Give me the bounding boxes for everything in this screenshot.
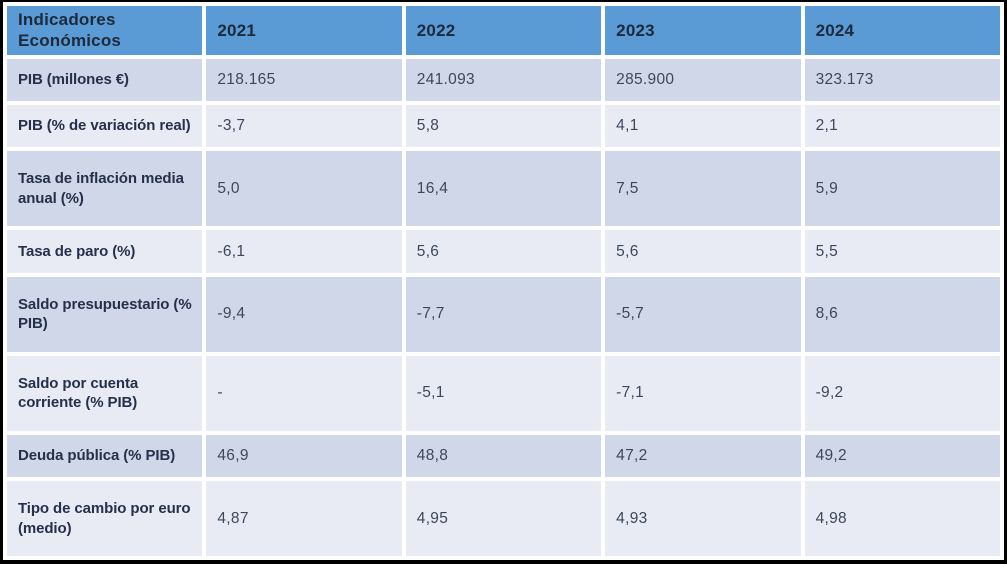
indicators-table: Indicadores Económicos 2021 2022 2023 20… xyxy=(3,2,1004,560)
table-cell: 8,6 xyxy=(804,276,1000,352)
table-cell: 47,2 xyxy=(605,434,801,478)
table-row-pib-variacion: PIB (% de variación real) -3,7 5,8 4,1 2… xyxy=(7,104,1000,148)
table-cell: 4,93 xyxy=(605,481,801,556)
table-cell: 46,9 xyxy=(206,434,402,478)
table-cell: 285.900 xyxy=(605,58,801,101)
row-label: Tasa de paro (%) xyxy=(7,230,203,273)
table-cell: 5,5 xyxy=(804,230,1000,273)
table-row-cuenta-corriente: Saldo por cuenta corriente (% PIB) - -5,… xyxy=(7,355,1000,431)
row-label: Saldo por cuenta corriente (% PIB) xyxy=(7,355,203,431)
table-cell: 5,9 xyxy=(804,151,1000,227)
table-cell: 241.093 xyxy=(405,58,602,101)
table-cell: 2,1 xyxy=(804,104,1000,148)
table-cell: -6,1 xyxy=(206,230,402,273)
table-row-pib-millones: PIB (millones €) 218.165 241.093 285.900… xyxy=(7,58,1000,101)
table-cell: -5,1 xyxy=(405,355,602,431)
table-cell: -5,7 xyxy=(605,276,801,352)
table-cell: 323.173 xyxy=(804,58,1000,101)
year-header-2024: 2024 xyxy=(804,6,1000,55)
row-label: PIB (millones €) xyxy=(7,58,203,101)
table-cell: 4,87 xyxy=(206,481,402,556)
table-row-saldo-presupuestario: Saldo presupuestario (% PIB) -9,4 -7,7 -… xyxy=(7,276,1000,352)
table-cell: 4,1 xyxy=(605,104,801,148)
table-row-deuda-publica: Deuda pública (% PIB) 46,9 48,8 47,2 49,… xyxy=(7,434,1000,478)
table-cell: - xyxy=(206,355,402,431)
table-cell: -7,1 xyxy=(605,355,801,431)
table-row-tipo-cambio: Tipo de cambio por euro (medio) 4,87 4,9… xyxy=(7,481,1000,556)
table-cell: -7,7 xyxy=(405,276,602,352)
year-header-2021: 2021 xyxy=(206,6,402,55)
table-cell: 5,8 xyxy=(405,104,602,148)
row-label: PIB (% de variación real) xyxy=(7,104,203,148)
table-cell: -9,2 xyxy=(804,355,1000,431)
table-cell: 49,2 xyxy=(804,434,1000,478)
table-cell: 4,98 xyxy=(804,481,1000,556)
year-header-2022: 2022 xyxy=(405,6,602,55)
row-label: Saldo presupuestario (% PIB) xyxy=(7,276,203,352)
row-label: Deuda pública (% PIB) xyxy=(7,434,203,478)
table-cell: 5,6 xyxy=(405,230,602,273)
table-cell: 5,0 xyxy=(206,151,402,227)
table-cell: 5,6 xyxy=(605,230,801,273)
table-cell: 218.165 xyxy=(206,58,402,101)
corner-header-indicadores: Indicadores Económicos xyxy=(7,6,203,55)
table-cell: -3,7 xyxy=(206,104,402,148)
table-row-inflacion: Tasa de inflación media anual (%) 5,0 16… xyxy=(7,151,1000,227)
table-cell: 7,5 xyxy=(605,151,801,227)
table-cell: 4,95 xyxy=(405,481,602,556)
year-header-2023: 2023 xyxy=(605,6,801,55)
table-row-paro: Tasa de paro (%) -6,1 5,6 5,6 5,5 xyxy=(7,230,1000,273)
table-cell: 16,4 xyxy=(405,151,602,227)
table-cell: 48,8 xyxy=(405,434,602,478)
row-label: Tasa de inflación media anual (%) xyxy=(7,151,203,227)
table-cell: -9,4 xyxy=(206,276,402,352)
header-row: Indicadores Económicos 2021 2022 2023 20… xyxy=(7,6,1000,55)
row-label: Tipo de cambio por euro (medio) xyxy=(7,481,203,556)
